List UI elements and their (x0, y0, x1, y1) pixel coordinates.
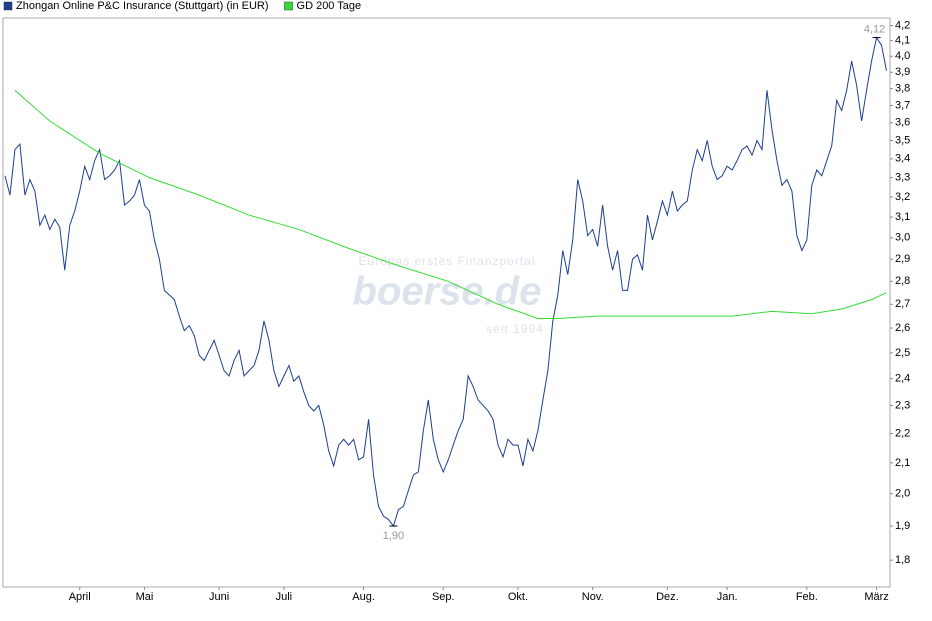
watermark-logo: boerse.de (353, 270, 542, 314)
x-tick-label: Mai (136, 591, 154, 603)
x-tick-label: März (864, 591, 888, 603)
legend-label: Zhongan Online P&C Insurance (Stuttgart)… (16, 0, 269, 12)
series-line (14, 89, 887, 319)
plot-frame (2, 17, 891, 588)
y-tick-label: 3,8 (895, 83, 910, 95)
y-tick-label: 3,6 (895, 117, 910, 129)
y-tick-label: 1,9 (895, 520, 910, 532)
y-tick-label: 4,2 (895, 19, 910, 31)
y-tick-label: 2,5 (895, 347, 910, 359)
y-tick-label: 2,9 (895, 253, 910, 265)
legend-swatch (3, 1, 13, 11)
y-tick-label: 2,7 (895, 298, 910, 310)
y-tick-label: 4,1 (895, 35, 910, 47)
y-tick-label: 3,0 (895, 232, 910, 244)
y-tick-label: 4,0 (895, 50, 910, 62)
y-tick-label: 2,2 (895, 427, 910, 439)
y-tick-label: 2,3 (895, 399, 910, 411)
x-tick-label: Jan. (717, 591, 738, 603)
y-tick-label: 3,3 (895, 172, 910, 184)
x-tick-label: Nov. (582, 591, 604, 603)
y-tick-label: 2,1 (895, 457, 910, 469)
y-tick-label: 2,4 (895, 373, 910, 385)
x-tick-label: Okt. (508, 591, 528, 603)
y-tick-label: 1,8 (895, 554, 910, 566)
watermark-since: seit 1994 (486, 322, 544, 336)
watermark-tagline: Europas erstes Finanzportal (358, 254, 535, 268)
x-tick-label: Feb. (796, 591, 818, 603)
annotation-label: 1,90 (383, 530, 404, 542)
y-tick-label: 2,8 (895, 275, 910, 287)
legend-label: GD 200 Tage (297, 0, 362, 12)
x-tick-label: Dez. (656, 591, 679, 603)
y-tick-label: 3,5 (895, 134, 910, 146)
annotation-label: 4,12 (864, 24, 885, 36)
y-tick-label: 3,7 (895, 99, 910, 111)
y-tick-label: 2,0 (895, 488, 910, 500)
x-tick-label: Juli (276, 591, 293, 603)
legend-swatch (284, 1, 293, 11)
y-tick-label: 2,6 (895, 322, 910, 334)
x-tick-label: Juni (209, 591, 229, 603)
x-tick-label: Aug. (352, 591, 375, 603)
y-tick-label: 3,9 (895, 66, 910, 78)
x-tick-label: Sep. (432, 591, 455, 603)
y-tick-label: 3,1 (895, 211, 910, 223)
y-tick-label: 3,4 (895, 153, 910, 165)
series-line (4, 36, 888, 528)
x-tick-label: April (69, 591, 91, 603)
y-tick-label: 3,2 (895, 191, 910, 203)
